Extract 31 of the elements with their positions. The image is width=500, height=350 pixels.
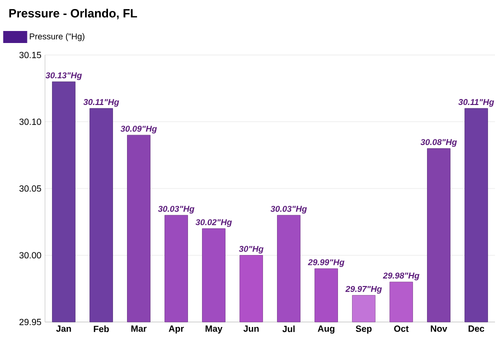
x-tick-label: May — [206, 326, 222, 334]
x-tick-label: Jun — [243, 326, 259, 332]
data-label: 30.13"Hg — [46, 72, 82, 80]
data-label: 30.02"Hg — [196, 219, 232, 227]
data-label: 30.11"Hg — [458, 99, 494, 107]
x-tick-label: Nov — [430, 326, 448, 332]
data-label: 30.09"Hg — [120, 126, 157, 134]
data-label: 30"Hg — [238, 246, 264, 254]
y-tick-label: 29.95 — [19, 318, 42, 326]
x-tick-label: Sep — [356, 326, 372, 334]
data-label: 30.08"Hg — [420, 139, 457, 147]
x-tick-label: Mar — [131, 326, 147, 332]
data-label: 29.98"Hg — [382, 272, 420, 280]
y-tick-label: 30.05 — [19, 185, 42, 192]
x-tick-label: Oct — [394, 326, 409, 332]
x-tick-label: Jul — [282, 326, 295, 332]
text: Pressure ("Hg) — [30, 33, 84, 42]
data-label: 29.97"Hg — [345, 286, 382, 294]
x-tick-label: Feb — [94, 326, 109, 332]
chart-title: Pressure - Orlando, FL — [9, 8, 138, 20]
data-label: 29.99"Hg — [308, 259, 344, 267]
y-tick-label: 30.00 — [19, 252, 42, 258]
y-tick-label: 30.15 — [19, 52, 42, 58]
x-tick-label: Dec — [468, 326, 484, 332]
data-label: 30.11"Hg — [83, 99, 120, 107]
x-tick-label: Aug — [318, 326, 334, 334]
x-tick-label: Jan — [56, 326, 71, 332]
data-label: 30.03"Hg — [270, 206, 307, 214]
data-label: 30.03"Hg — [158, 206, 194, 214]
x-tick-label: Apr — [168, 326, 184, 334]
y-tick-label: 30.10 — [19, 118, 42, 125]
